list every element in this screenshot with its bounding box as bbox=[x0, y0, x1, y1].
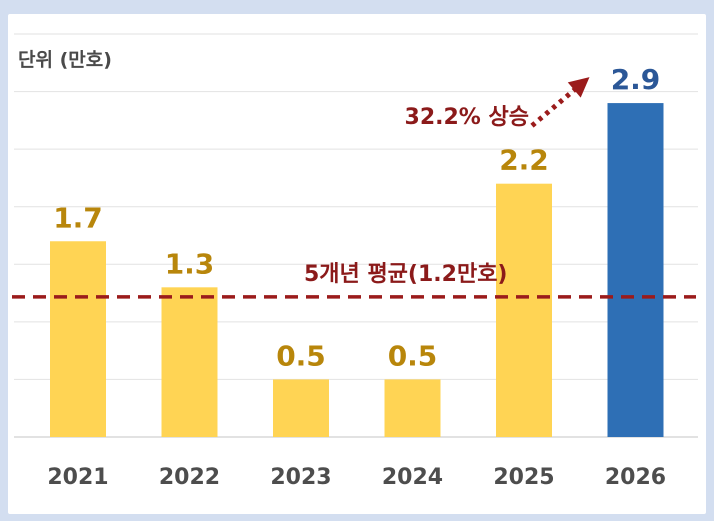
bars bbox=[50, 103, 664, 437]
data-label-2025: 2.2 bbox=[499, 144, 549, 177]
x-axis-ticks: 2021 2022 2023 2024 2025 2026 bbox=[47, 465, 666, 490]
average-label: 5개년 평균(1.2만호) bbox=[304, 262, 508, 287]
grid-lines bbox=[14, 33, 698, 438]
growth-label: 32.2% 상승 bbox=[405, 105, 529, 130]
growth-arrow-icon bbox=[567, 77, 590, 98]
tick-label-2024: 2024 bbox=[382, 465, 443, 490]
bar-2026 bbox=[607, 103, 664, 437]
bar-2025 bbox=[496, 183, 552, 437]
bar-2021 bbox=[50, 241, 106, 437]
tick-label-2026: 2026 bbox=[605, 465, 666, 490]
data-label-2022: 1.3 bbox=[165, 247, 215, 280]
bar-2024 bbox=[384, 379, 441, 437]
data-labels: 1.7 1.3 0.5 0.5 2.2 2.9 bbox=[53, 63, 660, 372]
tick-label-2022: 2022 bbox=[159, 465, 220, 490]
data-label-2023: 0.5 bbox=[276, 339, 326, 372]
bar-2022 bbox=[161, 287, 218, 437]
unit-label: 단위 (만호) bbox=[18, 49, 112, 71]
data-label-2024: 0.5 bbox=[388, 339, 438, 372]
bar-2023 bbox=[273, 379, 329, 437]
tick-label-2025: 2025 bbox=[493, 465, 554, 490]
tick-label-2023: 2023 bbox=[270, 465, 331, 490]
chart-frame: 1.7 1.3 0.5 0.5 2.2 2.9 2021 2022 2023 2024 2025 2… bbox=[8, 14, 706, 514]
data-label-2026: 2.9 bbox=[611, 63, 661, 96]
data-label-2021: 1.7 bbox=[53, 201, 103, 234]
growth-arrow-line bbox=[530, 81, 584, 128]
tick-label-2021: 2021 bbox=[47, 465, 108, 490]
bar-chart: 1.71.30.5 0.52.22.9 2021 2022 2023 2024 2025 2… bbox=[12, 33, 698, 490]
